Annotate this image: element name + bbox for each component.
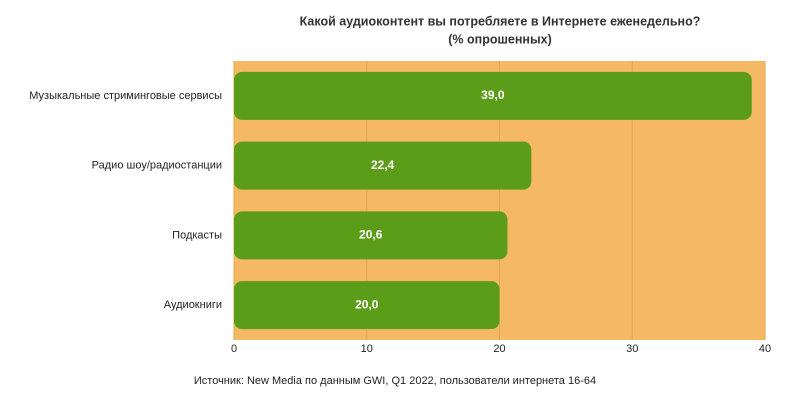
x-tick-label: 0 [231, 343, 237, 355]
y-tick-label: Аудиокниги [164, 299, 222, 311]
x-tick-label: 20 [493, 343, 505, 355]
value-label: 39,0 [481, 88, 505, 102]
x-tick-label: 40 [759, 343, 771, 355]
bar [234, 211, 508, 260]
value-label: 20,6 [359, 228, 383, 242]
y-tick-label: Радио шоу/радиостанции [92, 160, 222, 172]
chart-title: Какой аудиоконтент вы потребляете в Инте… [300, 14, 701, 28]
x-tick-label: 30 [626, 343, 638, 355]
value-label: 22,4 [371, 158, 395, 172]
bar [234, 71, 752, 120]
y-tick-label: Подкасты [172, 229, 222, 241]
bar [234, 141, 532, 190]
value-label: 20,0 [355, 297, 379, 311]
source-note: Источник: New Media по данным GWI, Q1 20… [194, 375, 596, 387]
y-tick-label: Музыкальные стриминговые сервисы [29, 90, 222, 102]
x-tick-label: 10 [361, 343, 373, 355]
bar [234, 281, 500, 330]
chart-subtitle: (% опрошенных) [448, 32, 551, 46]
